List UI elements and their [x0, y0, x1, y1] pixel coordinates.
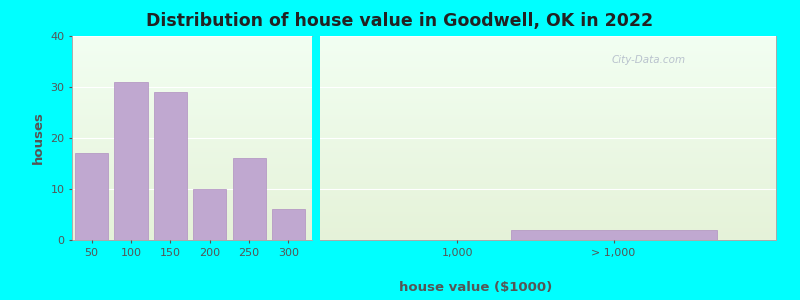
Y-axis label: houses: houses: [32, 112, 45, 164]
Bar: [233, 158, 266, 240]
Bar: [193, 189, 226, 240]
Text: house value ($1000): house value ($1000): [399, 281, 553, 294]
Bar: [272, 209, 305, 240]
Bar: [154, 92, 187, 240]
Text: Distribution of house value in Goodwell, OK in 2022: Distribution of house value in Goodwell,…: [146, 12, 654, 30]
Bar: [510, 230, 717, 240]
Bar: [114, 82, 147, 240]
Text: City-Data.com: City-Data.com: [611, 56, 686, 65]
Bar: [75, 153, 108, 240]
